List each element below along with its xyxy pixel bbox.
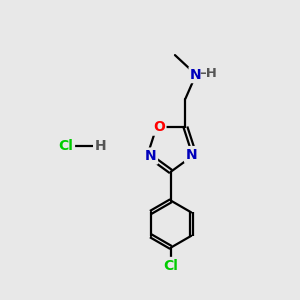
Text: Cl: Cl xyxy=(58,139,74,152)
Text: O: O xyxy=(153,120,165,134)
Text: N: N xyxy=(186,148,197,162)
Text: N: N xyxy=(190,68,202,82)
Text: Cl: Cl xyxy=(164,259,178,272)
Text: N: N xyxy=(145,149,156,163)
Text: H: H xyxy=(95,139,106,152)
Text: –H: –H xyxy=(200,67,217,80)
